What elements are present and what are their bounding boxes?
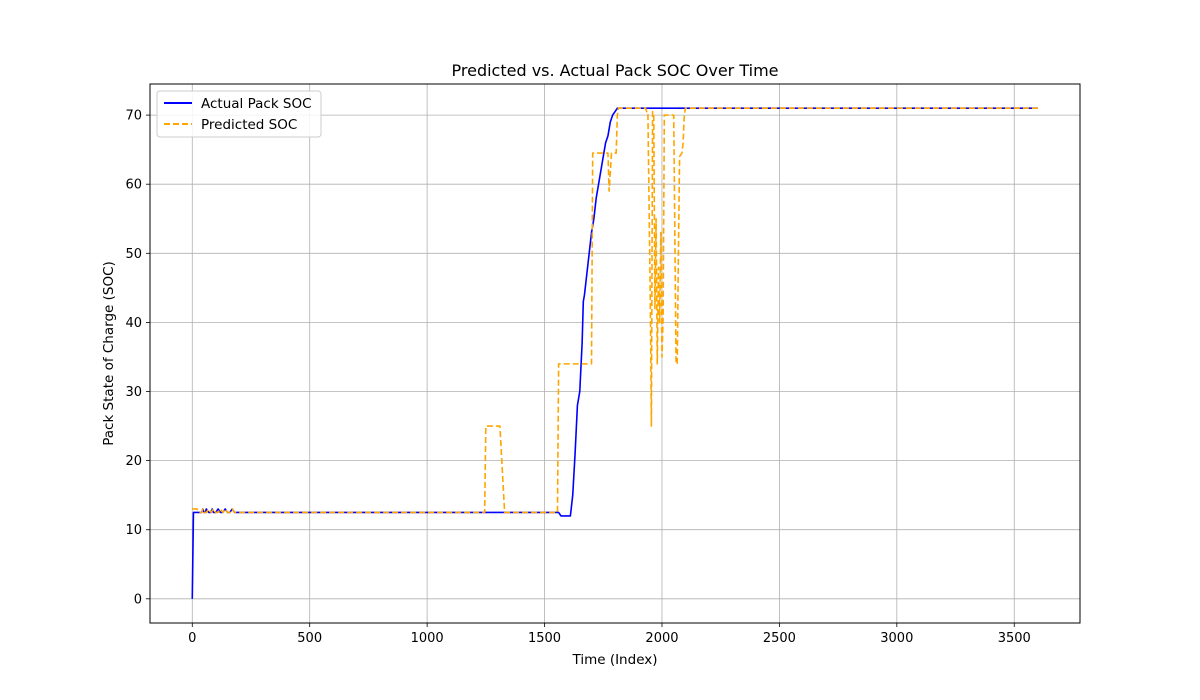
- plot-frame: [149, 83, 1081, 624]
- x-tick-label: 1500: [528, 631, 561, 646]
- x-tick-label: 1000: [411, 631, 444, 646]
- y-tick-label: 20: [125, 454, 142, 469]
- x-axis-label: Time (Index): [571, 652, 657, 668]
- x-axis-ticks: 0 500 1000 1500 2000 2500 3000 3500: [188, 623, 1031, 646]
- predicted-soc-line: [192, 107, 1038, 514]
- legend-label-actual: Actual Pack SOC: [201, 96, 312, 112]
- legend: Actual Pack SOC Predicted SOC: [156, 90, 322, 138]
- y-axis-label: Pack State of Charge (SOC): [101, 261, 117, 446]
- x-tick-label: 2000: [645, 631, 678, 646]
- y-tick-label: 50: [125, 247, 142, 262]
- y-tick-label: 0: [134, 592, 142, 607]
- y-tick-label: 10: [125, 523, 142, 538]
- y-tick-label: 60: [125, 178, 142, 193]
- x-tick-label: 3500: [998, 631, 1031, 646]
- y-axis-ticks: 0 10 20 30 40 50 60 70: [125, 109, 150, 607]
- y-tick-label: 70: [125, 109, 142, 124]
- series-layer: [191, 107, 1038, 599]
- chart-title: Predicted vs. Actual Pack SOC Over Time: [452, 61, 779, 80]
- y-tick-label: 30: [125, 385, 142, 400]
- x-tick-label: 2500: [763, 631, 796, 646]
- legend-box: [156, 90, 322, 138]
- legend-label-predicted: Predicted SOC: [201, 117, 297, 133]
- actual-soc-line: [191, 107, 1038, 599]
- y-tick-label: 40: [125, 316, 142, 331]
- grid: [150, 84, 1080, 623]
- x-tick-label: 500: [297, 631, 322, 646]
- x-tick-label: 0: [188, 631, 196, 646]
- x-tick-label: 3000: [880, 631, 913, 646]
